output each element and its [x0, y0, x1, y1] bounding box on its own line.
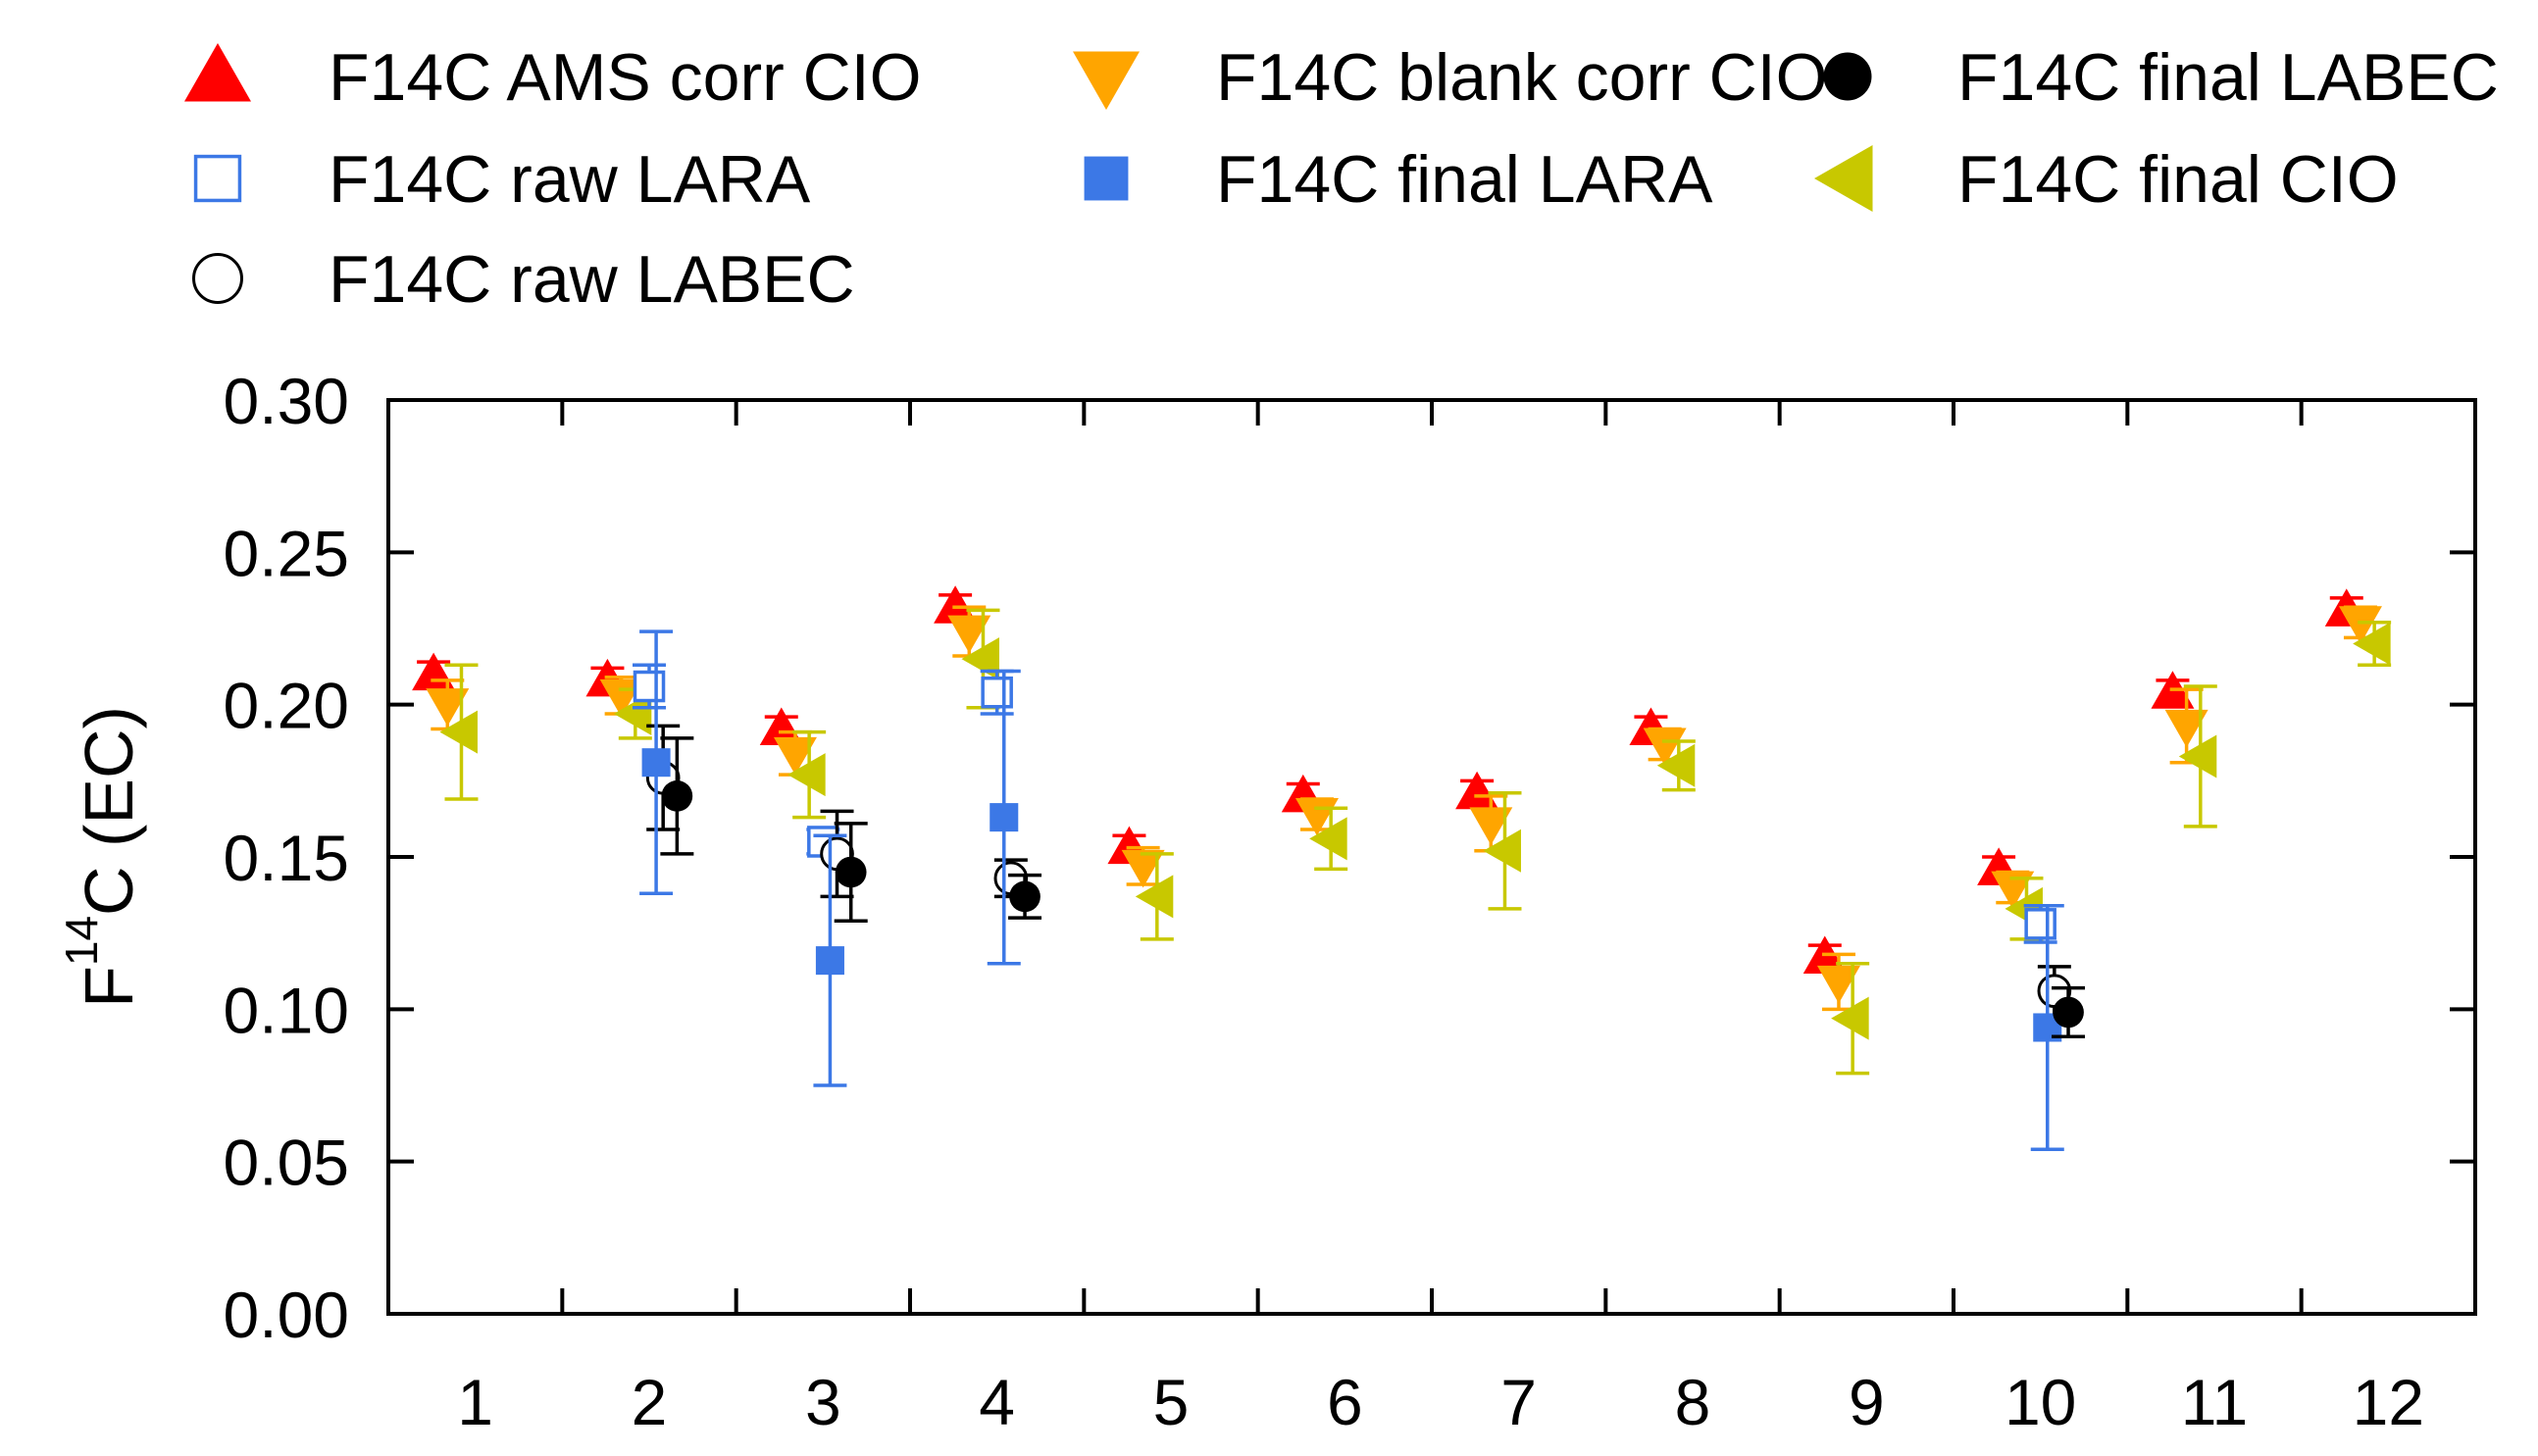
data-point [2353, 622, 2391, 666]
svg-text:F14C (EC): F14C (EC) [56, 706, 147, 1008]
x-tick-labels: 1 2 3 4 5 6 7 8 9 10 11 12 [457, 1366, 2424, 1438]
x-tick-label: 10 [2005, 1366, 2076, 1438]
y-tick-label: 0.10 [224, 974, 349, 1046]
series-layer [412, 585, 2392, 1151]
y-tick-label: 0.15 [224, 822, 349, 894]
data-point [633, 670, 666, 703]
data-point [1121, 849, 1165, 888]
legend-item: F14C final CIO [1814, 142, 2399, 217]
data-point [1831, 996, 1869, 1040]
data-point [2338, 606, 2382, 644]
legend-item: F14C final LARA [1084, 142, 1713, 217]
legend-label: F14C AMS corr CIO [329, 40, 922, 115]
legend-marker [1073, 51, 1140, 110]
x-tick-label: 5 [1153, 1366, 1190, 1438]
data-point [613, 691, 652, 735]
y-tick-label: 0.30 [224, 365, 349, 437]
legend-label: F14C raw LABEC [329, 242, 855, 317]
legend-marker [1084, 156, 1129, 201]
y-tick-label: 0.25 [224, 517, 349, 589]
y-tick-label: 0.05 [224, 1127, 349, 1199]
x-tick-label: 1 [457, 1366, 493, 1438]
x-tick-label: 9 [1849, 1366, 1885, 1438]
series-3 [633, 663, 2057, 944]
y-tick-labels: 0.00 0.05 0.10 0.15 0.20 0.25 0.30 [224, 365, 349, 1351]
data-point [2178, 734, 2217, 778]
series-2 [439, 608, 2392, 1076]
data-point [773, 736, 817, 776]
data-point [1483, 828, 1521, 873]
legend-label: F14C final LARA [1216, 142, 1713, 217]
data-point [787, 753, 826, 797]
series-0 [412, 585, 2368, 975]
data-point [947, 615, 991, 654]
series-6 [660, 736, 2086, 1039]
legend-marker [193, 154, 242, 203]
legend-marker [192, 253, 243, 304]
data-point [759, 707, 803, 746]
data-point [2164, 709, 2208, 748]
legend-label: F14C final LABEC [1957, 40, 2499, 115]
x-tick-label: 4 [979, 1366, 1015, 1438]
y-axis-label: F14C (EC) [56, 706, 147, 1008]
data-point [1816, 965, 1860, 1004]
series-1 [426, 605, 2382, 1012]
x-tick-label: 3 [805, 1366, 841, 1438]
x-tick-label: 6 [1327, 1366, 1363, 1438]
legend-item: F14C blank corr CIO [1073, 40, 1828, 115]
data-point [815, 946, 844, 976]
data-point [1469, 807, 1513, 845]
x-tick-label: 7 [1500, 1366, 1537, 1438]
x-tick-label: 12 [2353, 1366, 2424, 1438]
legend-marker [1814, 145, 1873, 212]
legend-item: F14C AMS corr CIO [184, 40, 922, 115]
legend-label: F14C raw LARA [329, 142, 811, 217]
legend-item: F14C raw LABEC [192, 242, 855, 317]
y-tick-label: 0.20 [224, 670, 349, 742]
data-point [661, 780, 693, 812]
data-point [2024, 908, 2056, 940]
legend-item: F14C raw LARA [193, 142, 811, 217]
x-tick-label: 2 [632, 1366, 668, 1438]
data-point [439, 710, 478, 754]
legend-label: F14C blank corr CIO [1216, 40, 1828, 115]
data-point [835, 856, 867, 888]
y-tick-label: 0.00 [224, 1279, 349, 1351]
plot-frame [386, 398, 2477, 1316]
data-point [934, 585, 978, 624]
legend: F14C AMS corr CIO F14C raw LARA F14C raw L… [184, 40, 2499, 317]
y-label-superscript: 14 [56, 916, 107, 966]
data-point [1135, 875, 1174, 919]
series-5 [639, 629, 2064, 1151]
y-label-main: F [71, 966, 147, 1008]
data-point [990, 803, 1019, 832]
data-point [1656, 743, 1696, 787]
data-point [426, 688, 470, 727]
data-point [1009, 880, 1041, 913]
legend-marker [184, 43, 251, 102]
x-tick-label: 8 [1675, 1366, 1711, 1438]
data-point [1643, 728, 1687, 767]
data-point [1991, 871, 2035, 910]
legend-item: F14C final LABEC [1823, 40, 2499, 115]
axis-ticks [388, 398, 2475, 1316]
data-point [1455, 771, 1499, 810]
data-point [1309, 817, 1347, 861]
x-tick-label: 11 [2181, 1366, 2249, 1438]
data-point [2053, 996, 2084, 1029]
legend-marker [1823, 52, 1872, 101]
legend-label: F14C final CIO [1957, 142, 2399, 217]
data-point [981, 676, 1013, 709]
y-label-rest: C (EC) [71, 706, 147, 916]
data-point [641, 748, 671, 778]
